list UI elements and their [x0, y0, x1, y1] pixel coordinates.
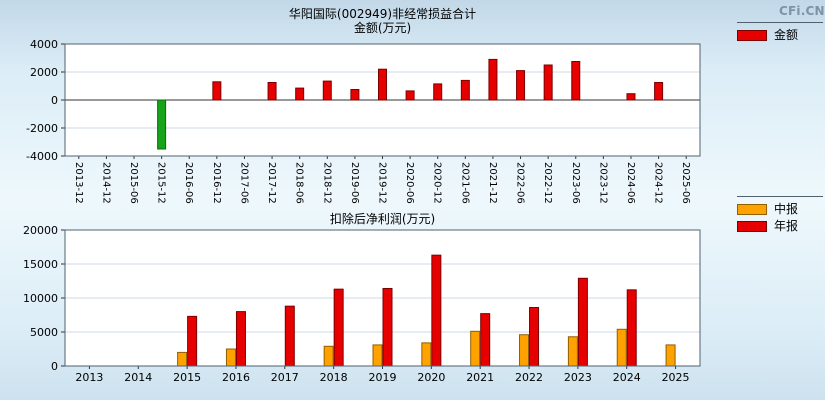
top-chart-subtitle: 金额(万元) [353, 21, 412, 35]
svg-text:2017: 2017 [271, 371, 299, 384]
svg-text:2015-06: 2015-06 [128, 162, 139, 204]
svg-text:0: 0 [51, 94, 58, 107]
svg-text:-4000: -4000 [26, 150, 58, 163]
top-chart-title: 华阳国际(002949)非经常损益合计 [288, 7, 477, 21]
svg-text:2020-12: 2020-12 [432, 162, 443, 204]
legend-row-interim: 中报 [737, 203, 823, 215]
svg-text:2019-06: 2019-06 [349, 162, 360, 204]
svg-text:2025-06: 2025-06 [680, 162, 691, 204]
svg-text:2016-06: 2016-06 [183, 162, 194, 204]
cfi-logo: CFi.CN [779, 4, 825, 18]
svg-text:2025: 2025 [662, 371, 690, 384]
bottom-chart-title: 扣除后净利润(万元) [329, 212, 436, 226]
legend-row-annual: 年报 [737, 220, 823, 232]
annual-legend-label: 年报 [774, 219, 799, 233]
legend-row-amount: 金额 [737, 29, 823, 41]
interim-legend-label: 中报 [774, 202, 799, 216]
svg-text:2016-12: 2016-12 [211, 162, 222, 204]
top-chart-legend: 金额 [737, 22, 823, 41]
svg-text:0: 0 [51, 360, 58, 373]
svg-text:2018-06: 2018-06 [294, 162, 305, 204]
svg-text:2019-12: 2019-12 [377, 162, 388, 204]
svg-text:2014-12: 2014-12 [100, 162, 111, 204]
svg-text:20000: 20000 [23, 224, 58, 237]
svg-text:2019: 2019 [369, 371, 397, 384]
svg-text:10000: 10000 [23, 292, 58, 305]
svg-text:2022-06: 2022-06 [515, 162, 526, 204]
svg-text:2022: 2022 [515, 371, 543, 384]
svg-text:-2000: -2000 [26, 122, 58, 135]
svg-text:2013: 2013 [75, 371, 103, 384]
svg-text:2015: 2015 [173, 371, 201, 384]
svg-text:2020-06: 2020-06 [404, 162, 415, 204]
svg-text:2021-12: 2021-12 [487, 162, 498, 204]
svg-text:2024: 2024 [613, 371, 641, 384]
svg-text:2016: 2016 [222, 371, 250, 384]
svg-text:2013-12: 2013-12 [73, 162, 84, 204]
svg-text:2000: 2000 [30, 66, 58, 79]
svg-text:2018-12: 2018-12 [321, 162, 332, 204]
svg-text:2018: 2018 [320, 371, 348, 384]
amount-legend-swatch [737, 29, 767, 41]
svg-text:2022-12: 2022-12 [542, 162, 553, 204]
svg-text:2024-12: 2024-12 [653, 162, 664, 204]
svg-text:2023-12: 2023-12 [597, 162, 608, 204]
svg-text:2023: 2023 [564, 371, 592, 384]
annual-legend-swatch [737, 220, 767, 232]
svg-text:2017-12: 2017-12 [266, 162, 277, 204]
svg-text:2021-06: 2021-06 [459, 162, 470, 204]
amount-legend-label: 金额 [774, 28, 799, 42]
svg-text:4000: 4000 [30, 38, 58, 51]
svg-text:2024-06: 2024-06 [625, 162, 636, 204]
svg-text:2023-06: 2023-06 [570, 162, 581, 204]
svg-text:5000: 5000 [30, 326, 58, 339]
svg-text:2014: 2014 [124, 371, 152, 384]
svg-text:2021: 2021 [466, 371, 494, 384]
bottom-chart-legend: 中报 年报 [737, 196, 823, 232]
interim-legend-swatch [737, 203, 767, 215]
svg-text:15000: 15000 [23, 258, 58, 271]
svg-text:2015-12: 2015-12 [156, 162, 167, 204]
svg-text:2017-06: 2017-06 [238, 162, 249, 204]
svg-text:2020: 2020 [417, 371, 445, 384]
